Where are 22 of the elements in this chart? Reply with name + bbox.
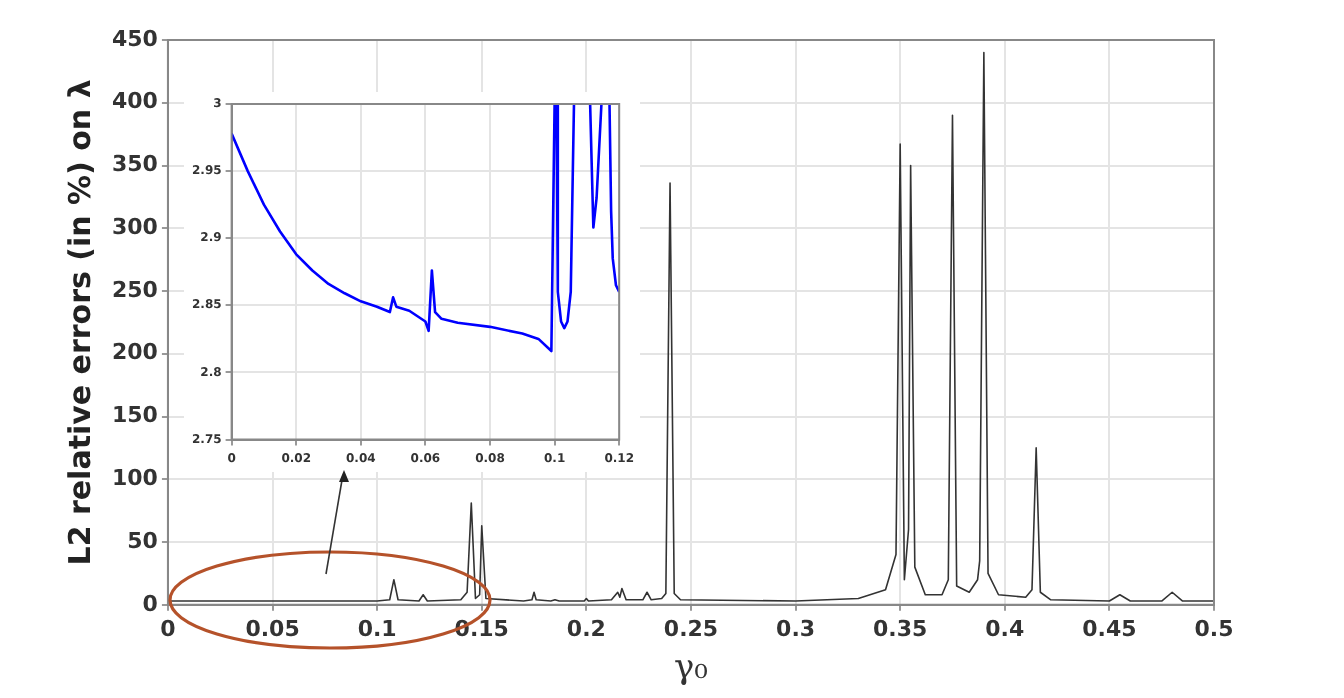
- y-tick-label: 0: [142, 590, 159, 617]
- x-tick-label: 0.35: [873, 615, 928, 642]
- y-tick-label: 400: [111, 88, 159, 115]
- y-tick-label: 250: [111, 276, 159, 303]
- x-tick-label: 0.45: [1082, 615, 1137, 642]
- x-tick-label: 0.1: [357, 615, 397, 642]
- y-tick-label: 300: [111, 213, 159, 240]
- x-tick-label: 0.25: [663, 615, 719, 642]
- x-tick-label: 0.3: [776, 615, 816, 642]
- x-tick-label: 0.2: [566, 615, 606, 642]
- x-tick-label: 0.05: [245, 615, 300, 642]
- y-tick-label: 50: [127, 527, 159, 554]
- x-axis-title: γ₀: [673, 648, 709, 689]
- y-tick-label: 150: [111, 402, 159, 429]
- y-tick-label: 100: [111, 465, 159, 492]
- x-tick-label: 0.5: [1194, 615, 1234, 642]
- y-tick-label: 200: [111, 339, 159, 366]
- y-axis-title: L2 relative errors (in %) on λ: [61, 78, 98, 566]
- y-tick-label: 350: [111, 151, 159, 178]
- x-tick-label: 0: [160, 615, 177, 642]
- x-tick-label: 0.4: [985, 615, 1025, 642]
- y-tick-label: 450: [111, 25, 159, 52]
